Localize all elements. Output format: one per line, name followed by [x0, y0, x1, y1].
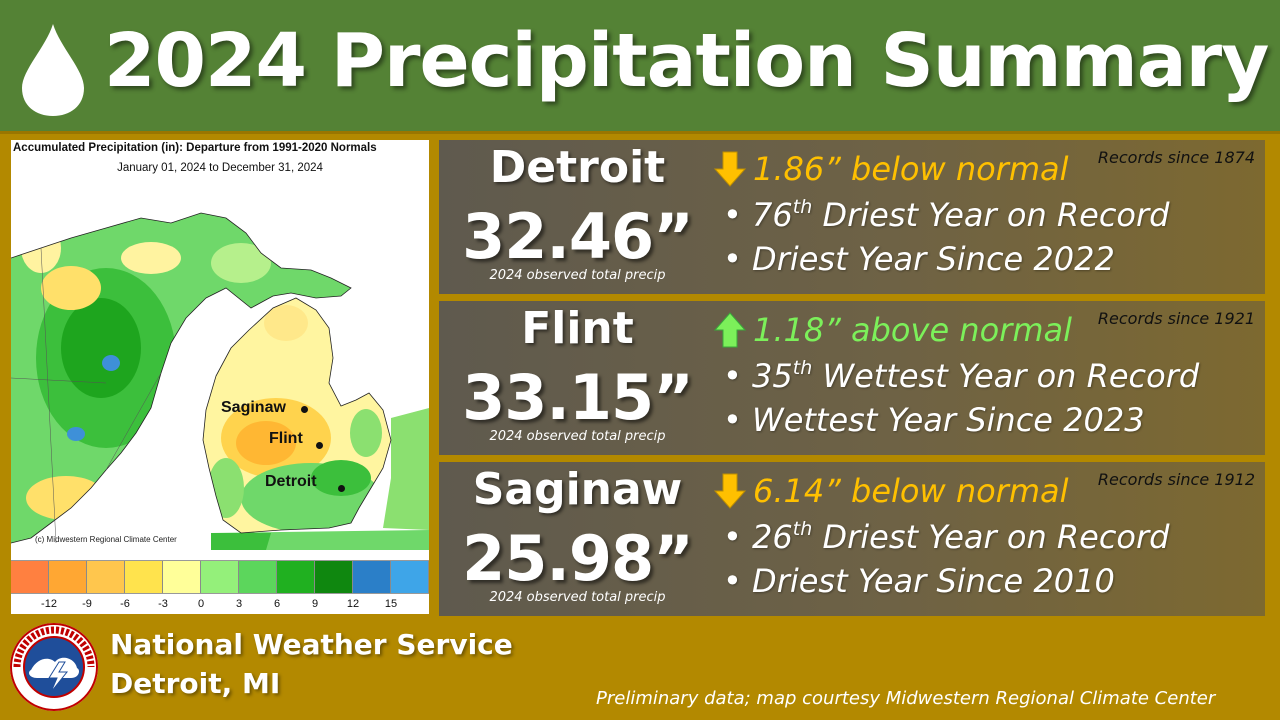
legend-tick-label: 15: [384, 598, 398, 610]
map-title: Accumulated Precipitation (in): Departur…: [13, 142, 377, 154]
departure-text: 1.86” below normal: [753, 150, 1069, 188]
total-caption: 2024 observed total precip: [489, 268, 666, 283]
records-since: Records since 1912: [1097, 470, 1255, 489]
precip-departure-map: Accumulated Precipitation (in): Departur…: [11, 140, 429, 614]
legend-swatch: [391, 561, 429, 593]
map-dot-detroit: [338, 485, 345, 492]
total-precip: 33.15”: [462, 361, 694, 434]
nws-logo-icon: [10, 623, 98, 711]
rank-bullet: • 26th Driest Year on Record: [723, 518, 1170, 556]
total-caption: 2024 observed total precip: [489, 429, 666, 444]
departure: 6.14” below normal: [713, 472, 1069, 510]
map-label-saginaw: Saginaw: [221, 399, 286, 416]
map-dot-saginaw: [301, 406, 308, 413]
legend-swatch: [353, 561, 391, 593]
rank-bullet: • 35th Wettest Year on Record: [723, 357, 1200, 395]
since-bullet: • Wettest Year Since 2023: [723, 401, 1145, 439]
map-dot-flint: [316, 442, 323, 449]
michigan-map: [11, 178, 429, 550]
header-divider: [0, 131, 1280, 134]
since-text: Driest Year Since 2022: [752, 240, 1115, 278]
records-since: Records since 1921: [1097, 309, 1255, 328]
legend-tick-label: -3: [158, 598, 168, 610]
map-label-flint: Flint: [269, 430, 303, 447]
since-text: Driest Year Since 2010: [752, 562, 1115, 600]
departure: 1.86” below normal: [713, 150, 1069, 188]
city-name: Saginaw: [472, 464, 683, 515]
legend-swatch: [315, 561, 353, 593]
legend-tick-label: -6: [120, 598, 130, 610]
header-bar: 2024 Precipitation Summary: [0, 0, 1280, 131]
legend-swatch: [277, 561, 315, 593]
city-panel-saginaw: Saginaw 25.98” 2024 observed total preci…: [439, 462, 1265, 616]
map-label-detroit: Detroit: [265, 473, 317, 490]
rank-text: Wettest Year on Record: [812, 357, 1200, 395]
city-panel-detroit: Detroit 32.46” 2024 observed total preci…: [439, 140, 1265, 294]
city-name: Detroit: [489, 142, 666, 193]
since-bullet: • Driest Year Since 2022: [723, 240, 1115, 278]
departure-text: 1.18” above normal: [753, 311, 1072, 349]
legend-swatch: [201, 561, 239, 593]
arrow-down-icon: [713, 151, 747, 187]
legend-ticks: -12 -9 -6 -3 0 3 6 9 12 15: [11, 598, 429, 612]
water-drop-icon: [22, 24, 84, 116]
nws-org-name: National Weather Service: [110, 628, 513, 661]
legend-tick-label: -12: [41, 598, 57, 610]
footnote: Preliminary data; map courtesy Midwester…: [596, 688, 1216, 709]
rank-suffix: th: [792, 518, 813, 540]
legend-swatch: [11, 561, 49, 593]
legend-swatch: [239, 561, 277, 593]
legend-tick-label: 0: [197, 598, 205, 610]
departure-text: 6.14” below normal: [753, 472, 1069, 510]
legend-swatch: [125, 561, 163, 593]
map-credit: (c) Midwestern Regional Climate Center: [35, 535, 177, 544]
rank-text: Driest Year on Record: [812, 518, 1170, 556]
legend-swatch: [49, 561, 87, 593]
rank-number: 35: [752, 357, 793, 395]
rank-number: 26: [752, 518, 793, 556]
legend-tick-label: 3: [235, 598, 243, 610]
rank-suffix: th: [792, 357, 813, 379]
rank-suffix: th: [792, 196, 813, 218]
page-title: 2024 Precipitation Summary: [104, 18, 1269, 104]
legend-tick-label: -9: [82, 598, 92, 610]
arrow-down-icon: [713, 473, 747, 509]
legend-tick-label: 9: [311, 598, 319, 610]
total-caption: 2024 observed total precip: [489, 590, 666, 605]
map-legend: [11, 560, 429, 594]
departure: 1.18” above normal: [713, 311, 1072, 349]
total-precip: 25.98”: [462, 522, 694, 595]
legend-swatch: [163, 561, 201, 593]
legend-tick-label: 6: [273, 598, 281, 610]
records-since: Records since 1874: [1097, 148, 1255, 167]
rank-bullet: • 76th Driest Year on Record: [723, 196, 1170, 234]
since-bullet: • Driest Year Since 2010: [723, 562, 1115, 600]
total-precip: 32.46”: [462, 200, 694, 273]
city-panel-flint: Flint 33.15” 2024 observed total precip …: [439, 301, 1265, 455]
nws-office: Detroit, MI: [110, 667, 281, 700]
rank-number: 76: [752, 196, 793, 234]
rank-text: Driest Year on Record: [812, 196, 1170, 234]
legend-tick-label: 12: [346, 598, 360, 610]
map-subtitle: January 01, 2024 to December 31, 2024: [117, 162, 323, 174]
city-name: Flint: [521, 303, 634, 354]
since-text: Wettest Year Since 2023: [752, 401, 1145, 439]
legend-swatch: [87, 561, 125, 593]
arrow-up-icon: [713, 312, 747, 348]
